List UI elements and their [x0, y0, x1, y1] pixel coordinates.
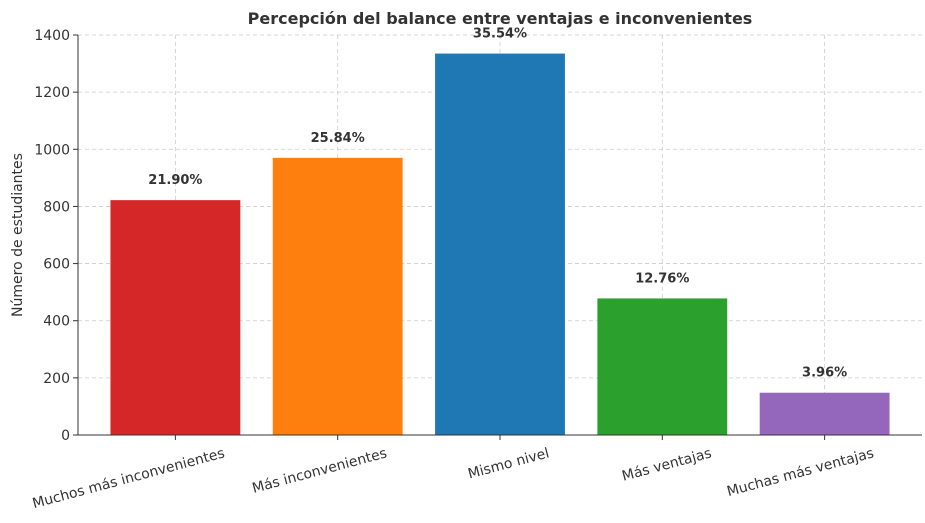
x-tick-label: Más ventajas	[620, 445, 713, 484]
data-label: 12.76%	[635, 271, 689, 286]
x-tick-label: Más inconvenientes	[250, 445, 388, 496]
y-axis-label: Número de estudiantes	[10, 153, 26, 317]
y-tick-label: 200	[43, 371, 70, 387]
data-label: 21.90%	[148, 173, 202, 188]
x-tick-label: Muchas más ventajas	[725, 445, 875, 500]
bar	[759, 392, 890, 435]
bar	[110, 200, 241, 435]
data-label: 3.96%	[802, 366, 847, 381]
chart-title: Percepción del balance entre ventajas e …	[248, 9, 753, 28]
bar	[272, 157, 403, 435]
y-tick-label: 1200	[34, 85, 70, 101]
x-tick-label: Mismo nivel	[466, 445, 551, 482]
y-tick-label: 400	[43, 314, 70, 330]
y-tick-label: 1400	[34, 28, 70, 44]
data-label: 25.84%	[311, 131, 365, 146]
bar	[435, 53, 565, 435]
data-label: 35.54%	[473, 27, 527, 42]
bar	[597, 298, 728, 435]
y-tick-label: 0	[61, 428, 70, 444]
x-tick-label: Muchos más inconvenientes	[31, 445, 227, 512]
y-tick-label: 1000	[34, 142, 70, 158]
y-tick-label: 600	[43, 257, 70, 273]
y-tick-label: 800	[43, 199, 70, 215]
